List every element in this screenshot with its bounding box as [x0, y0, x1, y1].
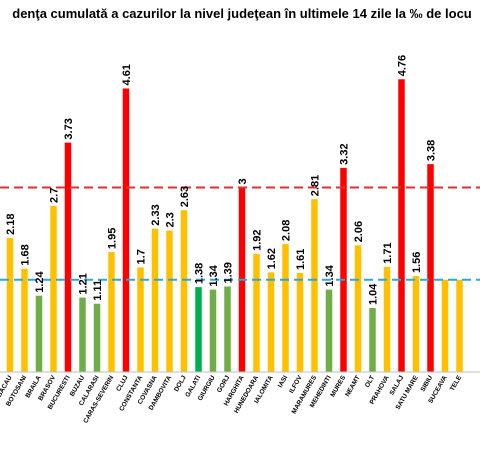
value-label-gorj: 1.39 — [223, 262, 235, 283]
category-label-cluj: CLUJ — [115, 374, 130, 393]
value-label-bucuresti: 3.73 — [63, 118, 75, 139]
value-label-braila: 1.24 — [34, 270, 46, 292]
bar-salaj — [398, 79, 405, 372]
bar-prahova — [383, 266, 391, 372]
bar-mehedinti — [325, 289, 333, 372]
bar-satu-mare — [412, 276, 420, 372]
value-labels-group: 2.181.681.24 2.7 3.73 1.21 1.11 1.95 4.61 1.7 2.… — [5, 55, 438, 305]
bar-ilfov — [296, 272, 304, 372]
value-label-galati: 1.38 — [194, 263, 206, 284]
category-label-dolj: DOLJ — [173, 374, 188, 393]
bar-suceava — [441, 279, 449, 372]
value-label-mures: 3.32 — [339, 143, 351, 164]
bar-dambovita — [166, 230, 173, 372]
value-label-satu-mare: 1.56 — [411, 252, 423, 273]
bar-covasna — [151, 228, 159, 372]
value-label-sibiu: 3.38 — [426, 140, 438, 161]
value-label-mehedinti: 1.34 — [324, 264, 336, 286]
bar-braila — [35, 295, 43, 372]
value-label-ialomita: 1.62 — [266, 248, 278, 269]
value-label-hunedoara: 1.92 — [252, 229, 264, 250]
value-label-cluj: 4.61 — [121, 64, 133, 85]
value-label-buzau: 1.21 — [78, 273, 90, 294]
bar-brasov — [50, 205, 57, 372]
value-label-ilfov: 1.61 — [295, 249, 307, 270]
value-label-brasov: 2.7 — [49, 188, 61, 203]
value-label-harghita: 3 — [237, 178, 249, 184]
value-label-constanta: 1.7 — [136, 249, 148, 264]
category-label-iasi: IASI — [277, 374, 289, 389]
category-label-sibiu: SIBIU — [419, 374, 434, 393]
bar-mures — [340, 167, 347, 372]
value-label-dolj: 2.63 — [179, 186, 191, 207]
bar-constanta — [137, 267, 144, 372]
value-label-dambovita: 2.3 — [165, 212, 177, 227]
chart-title: denţa cumulată a cazurilor la nivel jude… — [12, 6, 472, 21]
bar-botosani — [21, 268, 28, 372]
value-label-caras-severin: 1.95 — [107, 228, 119, 249]
value-label-botosani: 1.68 — [20, 244, 32, 265]
bar-iasi — [282, 244, 289, 372]
category-labels-group: BACAUBOTOSANIBRAILABRASOVBUCURESTIBUZAUC… — [0, 374, 464, 425]
category-label-tele: TELE — [449, 374, 464, 392]
value-label-calarasi: 1.11 — [92, 280, 104, 301]
bar-gorj — [224, 286, 231, 372]
bar-bucuresti — [64, 142, 72, 372]
value-label-prahova: 1.71 — [382, 242, 394, 263]
bar-caras-severin — [108, 252, 115, 372]
bars-group — [6, 79, 463, 372]
bar-maramures — [311, 199, 318, 372]
value-label-salaj: 4.76 — [397, 55, 409, 76]
value-label-bacau: 2.18 — [5, 214, 17, 235]
value-label-olt: 1.04 — [368, 283, 380, 305]
bar-ialomita — [267, 272, 275, 372]
bar-calarasi — [93, 303, 101, 372]
bar-hunedoara — [253, 253, 260, 372]
category-label-olt: OLT — [364, 374, 376, 388]
value-label-giurgiu: 1.34 — [208, 264, 220, 286]
bar-sibiu — [427, 164, 434, 372]
bar-bacau — [6, 237, 14, 372]
bar-olt — [369, 308, 376, 372]
value-label-maramures: 2.81 — [310, 175, 322, 196]
bar-cluj — [122, 88, 130, 372]
bar-dolj — [180, 210, 188, 372]
value-label-iasi: 2.08 — [281, 220, 293, 241]
bar-tele — [456, 279, 463, 372]
value-label-neamt: 2.06 — [353, 221, 365, 242]
reference-lines-group — [0, 186, 480, 281]
bar-buzau — [79, 297, 86, 372]
value-label-covasna: 2.33 — [150, 204, 162, 225]
bar-neamt — [354, 245, 362, 372]
bar-galati — [195, 287, 202, 372]
bar-giurgiu — [209, 289, 217, 372]
